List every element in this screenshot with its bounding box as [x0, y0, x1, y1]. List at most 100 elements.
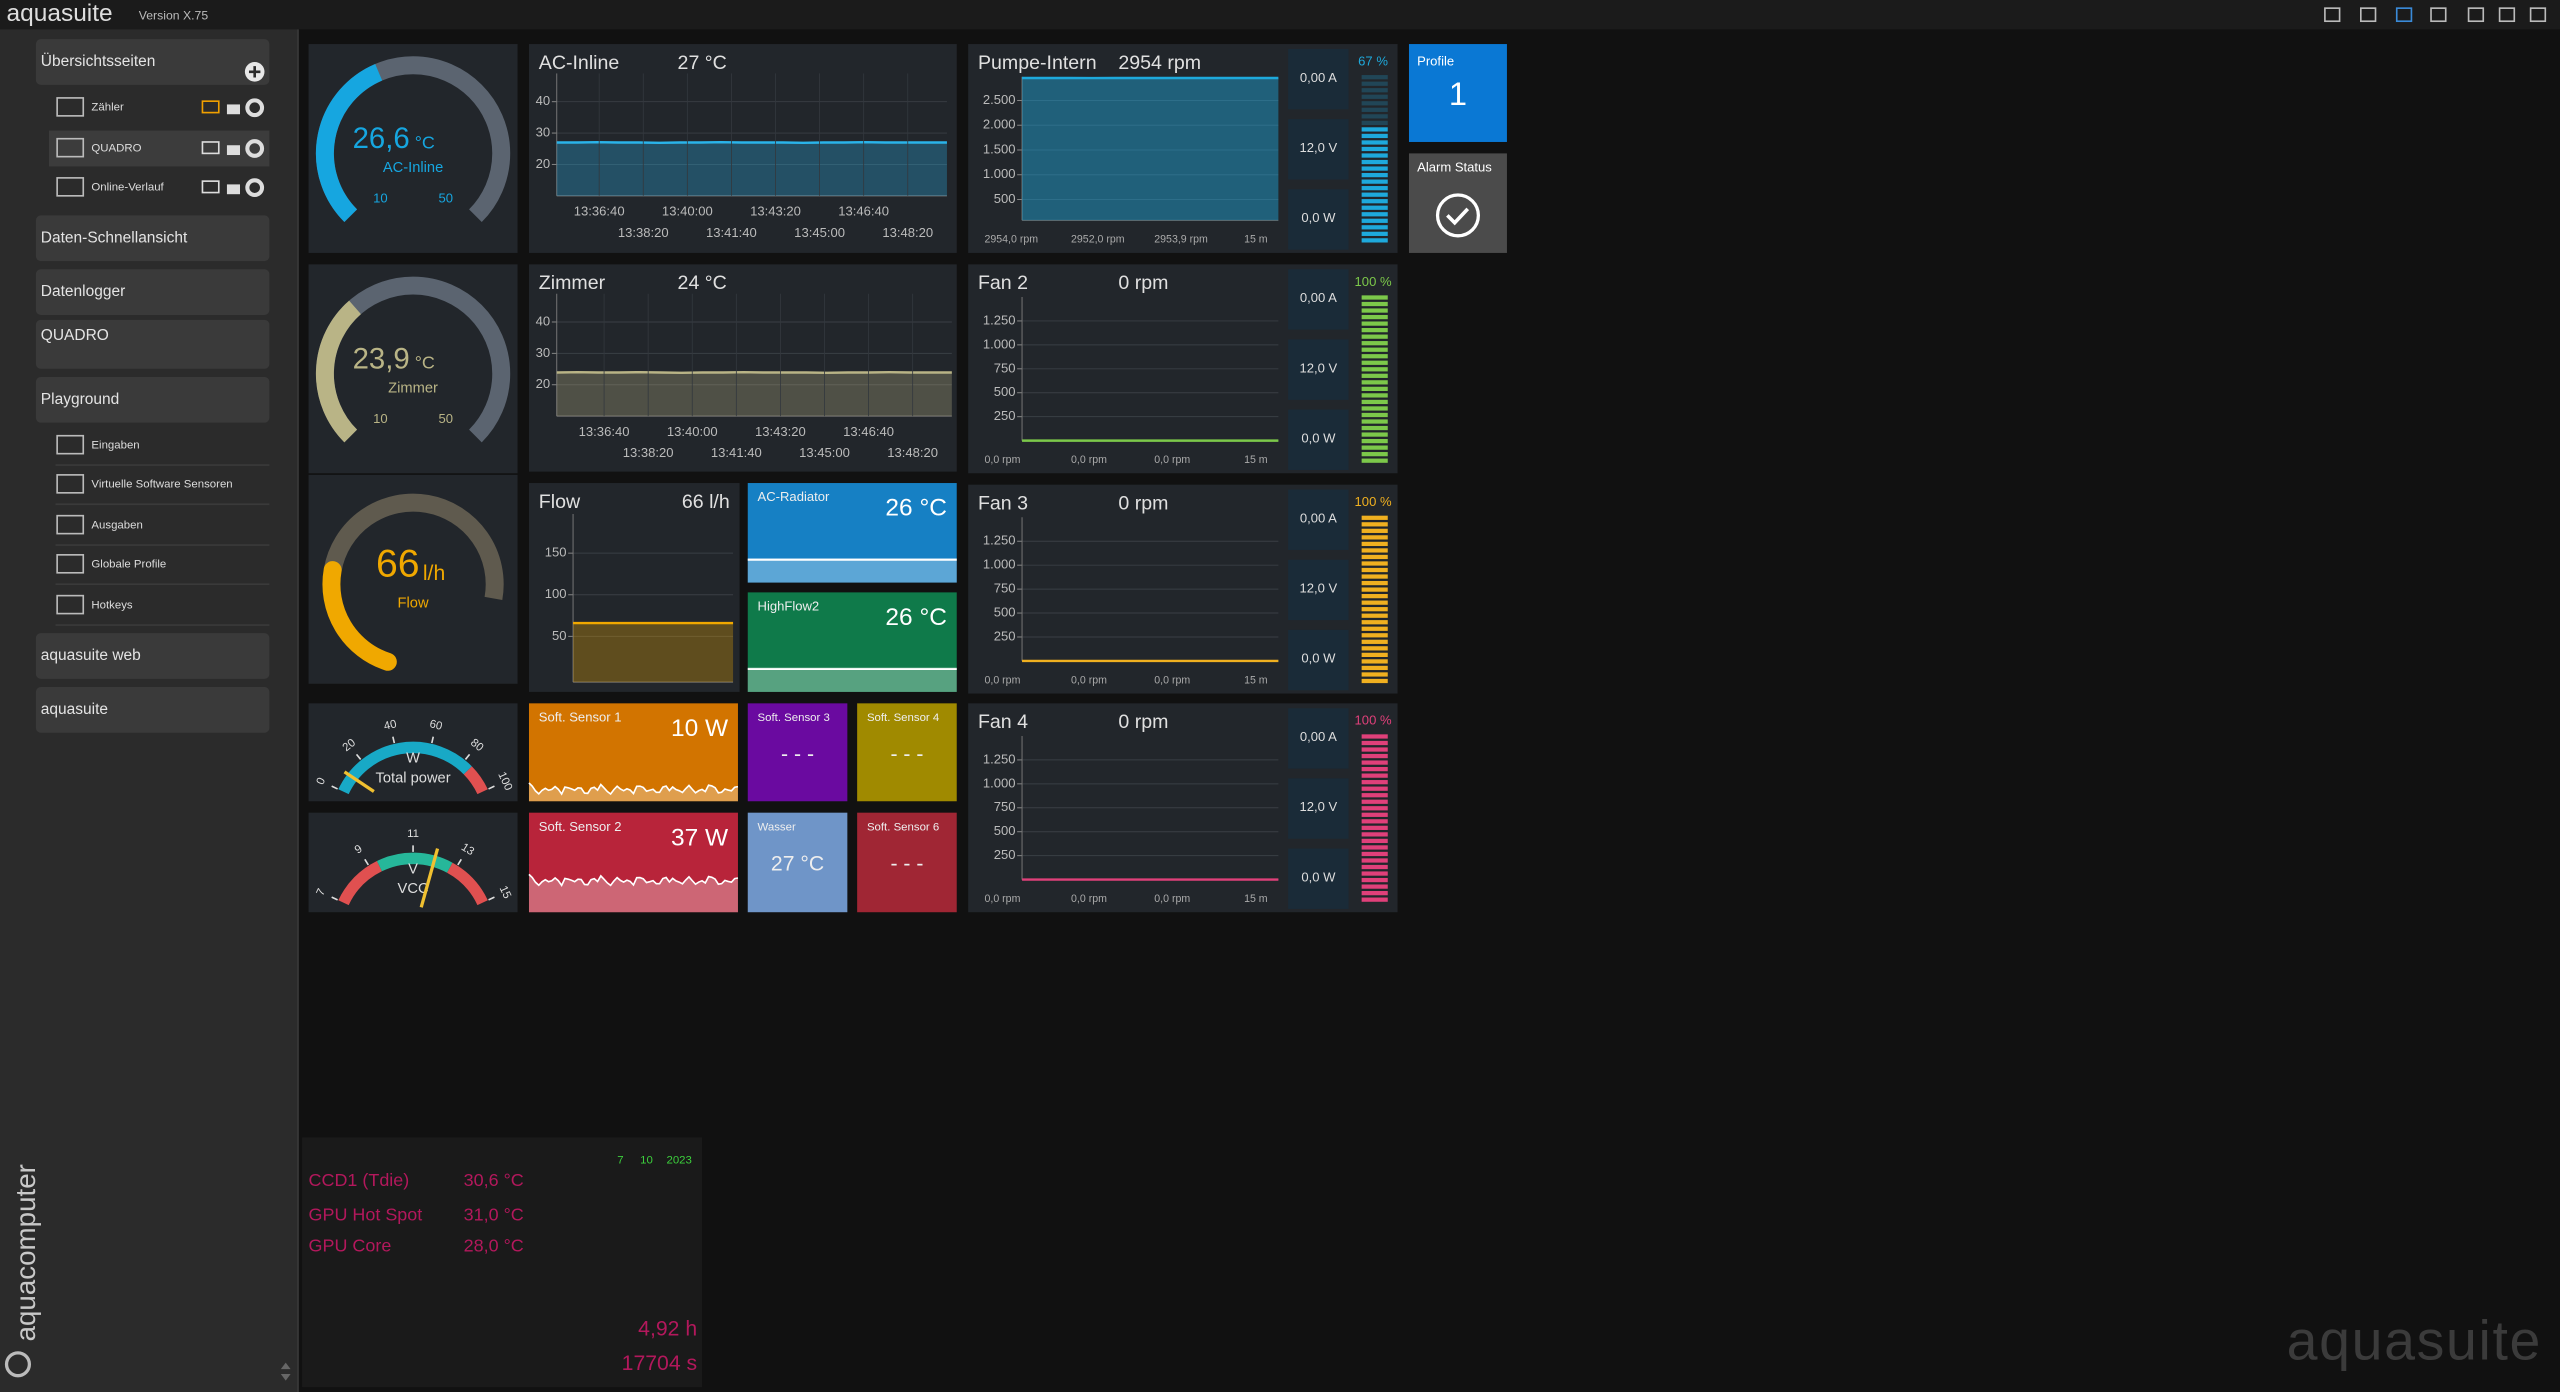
level-segment	[1361, 146, 1388, 152]
dial-tick-label: 9	[353, 843, 365, 857]
x-tick-label: 13:46:40	[843, 424, 894, 439]
level-segment	[1361, 438, 1388, 444]
level-segment	[1361, 845, 1388, 850]
window-button[interactable]	[2395, 7, 2413, 23]
gauge-label: Zimmer	[388, 380, 438, 396]
x-tick-label: 13:38:20	[618, 225, 669, 240]
chart-title: AC-Inline	[539, 52, 620, 74]
profile-tile[interactable]	[1408, 44, 1507, 142]
page-display-icon	[201, 180, 220, 194]
nav-icon	[56, 177, 85, 197]
gauge-value: 23,9	[353, 342, 410, 375]
tile-value: - - -	[890, 743, 923, 766]
nav-item[interactable]	[35, 376, 270, 423]
page-settings-icon[interactable]	[245, 139, 265, 158]
page-settings-icon[interactable]	[245, 98, 265, 118]
tile	[528, 812, 738, 913]
page-settings-icon[interactable]	[245, 178, 265, 198]
level-segment	[1361, 212, 1388, 217]
level-segment	[1361, 594, 1388, 599]
level-segment	[1361, 851, 1388, 857]
fan-title: Pumpe-Intern	[978, 52, 1097, 74]
window-button[interactable]	[2430, 7, 2447, 23]
level-segment	[1361, 528, 1388, 533]
dial-needle	[343, 770, 375, 793]
level-segment	[1361, 740, 1388, 746]
fan-footer: 0,0 rpm	[984, 454, 1020, 466]
level-segment	[1361, 897, 1388, 902]
level-segment	[1361, 419, 1388, 424]
dial-tick	[488, 785, 495, 790]
gauge-unit: °C	[415, 132, 435, 152]
profile-label: Profile	[1417, 53, 1454, 68]
nav-sub-label[interactable]: Eingaben	[91, 440, 139, 452]
nav-item[interactable]	[35, 39, 270, 85]
fan-metric-box	[1288, 489, 1349, 550]
level-segment	[1361, 812, 1388, 817]
level-segment	[1361, 393, 1388, 398]
tile-label: Soft. Sensor 6	[867, 821, 939, 833]
window-button[interactable]	[2324, 7, 2341, 23]
level-segment	[1361, 295, 1388, 300]
nav-icon	[56, 474, 85, 494]
level-segment	[1361, 179, 1388, 184]
fan-metric: 0,0 W	[1301, 430, 1336, 445]
x-tick-label: 13:38:20	[623, 445, 674, 460]
gauge-unit: l/h	[423, 562, 445, 585]
nav-sub-label[interactable]: Ausgaben	[91, 519, 142, 531]
nav-item[interactable]	[35, 687, 270, 733]
tile	[857, 812, 957, 913]
panel	[528, 264, 957, 472]
nav-sub-label[interactable]: Zähler	[91, 102, 124, 114]
level-segment	[1361, 871, 1388, 876]
level-bar	[1361, 734, 1388, 902]
x-tick-label: 13:41:40	[706, 225, 757, 240]
brand: aquacomputer	[10, 1164, 41, 1341]
page-lock-icon	[226, 184, 240, 195]
nav-item[interactable]	[35, 215, 270, 262]
level-segment	[1361, 832, 1388, 837]
level-segment	[1361, 760, 1388, 765]
dial-tick	[331, 785, 338, 790]
tile-label: HighFlow2	[758, 599, 820, 614]
window-button[interactable]	[2360, 7, 2377, 23]
dial-band	[446, 862, 488, 906]
fan-footer: 0,0 rpm	[1154, 454, 1190, 466]
window-button[interactable]	[2467, 7, 2485, 23]
level-segment	[1361, 231, 1388, 236]
level-segment	[1361, 94, 1388, 99]
dial-tick	[331, 896, 338, 901]
fan-metric: 0,0 W	[1301, 210, 1336, 225]
fan-metric-box	[1288, 778, 1349, 839]
fan-metric: 12,0 V	[1299, 360, 1337, 375]
nav-item[interactable]	[35, 319, 270, 369]
fan-reading: 2954 rpm	[1118, 52, 1201, 74]
window-button[interactable]	[2498, 7, 2516, 23]
level-segment	[1361, 786, 1388, 791]
level-segment	[1361, 773, 1388, 778]
window-button[interactable]	[2529, 7, 2547, 23]
nav-sub-label[interactable]: QUADRO	[91, 143, 141, 155]
gauge-label: Flow	[398, 596, 429, 612]
level-segment	[1361, 633, 1388, 638]
tile-value: - - -	[890, 853, 923, 876]
nav-sub-label[interactable]: Hotkeys	[91, 599, 133, 611]
panel	[528, 44, 957, 253]
tile-label: AC-Radiator	[758, 489, 830, 504]
nav-item[interactable]	[35, 269, 270, 315]
y-tick-label: 30	[536, 345, 551, 360]
nav-item[interactable]	[35, 633, 270, 679]
nav-sub-label[interactable]: Virtuelle Software Sensoren	[91, 479, 232, 491]
y-tick-label: 1.000	[983, 557, 1016, 572]
nav-sub-label[interactable]: Online-Verlauf	[91, 182, 164, 194]
tile-value: 26 °C	[885, 604, 946, 631]
scroll-arrows[interactable]	[280, 1362, 291, 1381]
page-lock-icon	[226, 104, 240, 115]
brand-logo	[4, 1351, 32, 1378]
nav-sub-label[interactable]: Globale Profile	[91, 559, 166, 571]
y-tick-label: 50	[552, 628, 567, 643]
level-segment	[1361, 652, 1388, 657]
app-title: aquasuite	[7, 0, 113, 27]
chart-title: Zimmer	[539, 272, 606, 294]
